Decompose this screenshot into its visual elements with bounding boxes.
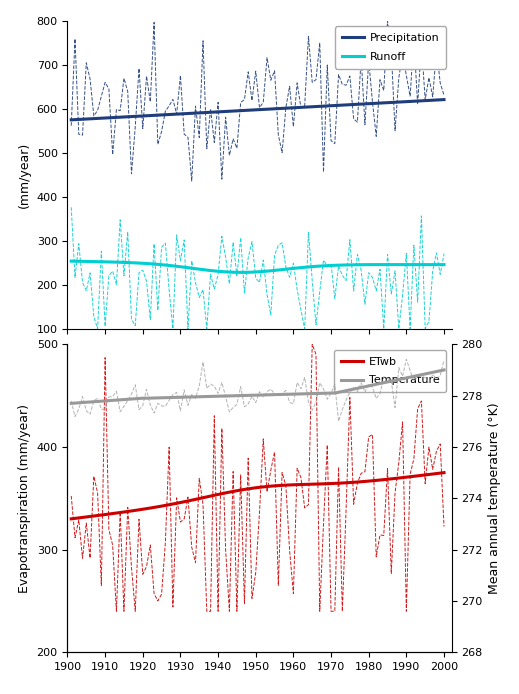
Y-axis label: Evapotranspiration (mm/year): Evapotranspiration (mm/year) bbox=[18, 404, 31, 593]
Legend: Precipitation, Runoff: Precipitation, Runoff bbox=[335, 26, 446, 69]
Y-axis label: (mm/year): (mm/year) bbox=[18, 142, 31, 208]
Legend: ETwb, Temperature: ETwb, Temperature bbox=[334, 350, 446, 392]
Y-axis label: Mean annual temperature (°K): Mean annual temperature (°K) bbox=[488, 403, 501, 594]
